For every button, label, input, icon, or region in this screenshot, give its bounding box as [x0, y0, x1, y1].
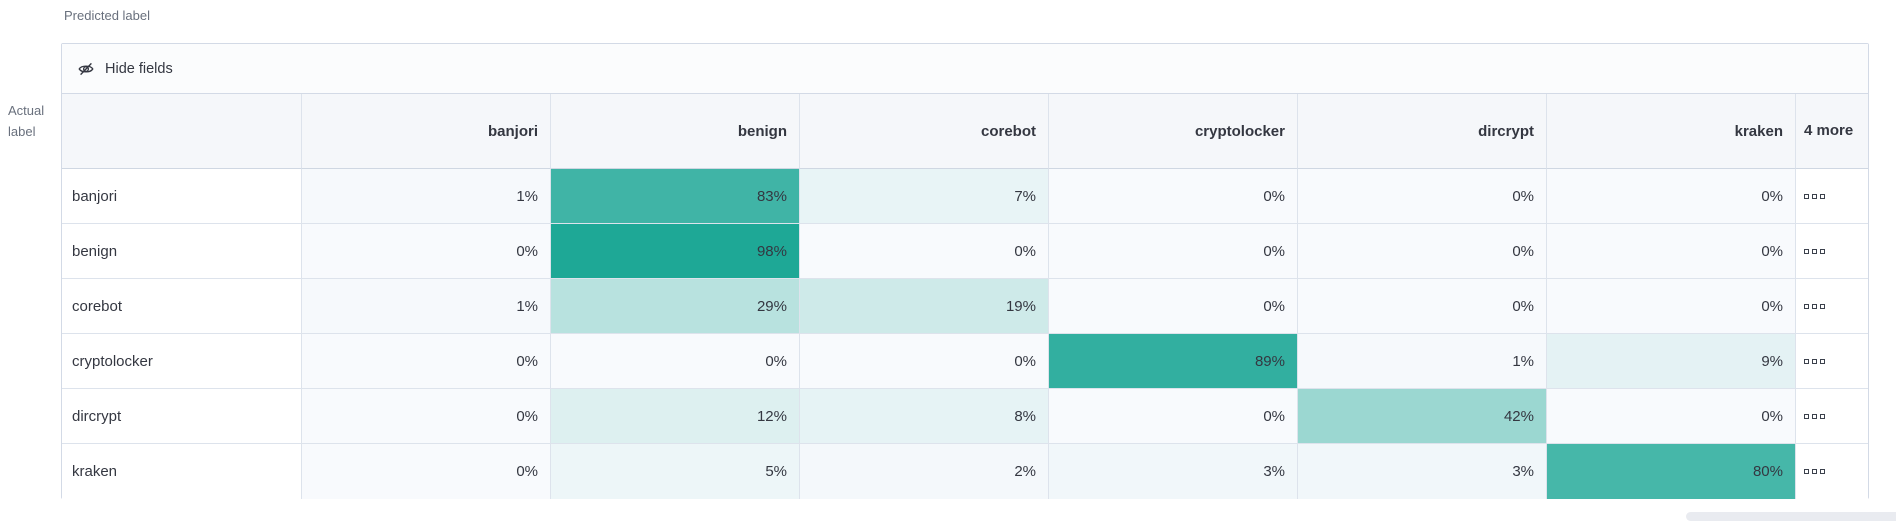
more-actions-button[interactable]	[1796, 279, 1868, 334]
matrix-cell-benign-dircrypt[interactable]: 0%	[1298, 224, 1547, 279]
more-actions-button[interactable]	[1796, 444, 1868, 499]
matrix-cell-cryptolocker-benign[interactable]: 0%	[551, 334, 800, 389]
matrix-cell-kraken-banjori[interactable]: 0%	[302, 444, 551, 499]
matrix-cell-banjori-dircrypt[interactable]: 0%	[1298, 169, 1547, 224]
matrix-cell-corebot-corebot[interactable]: 19%	[800, 279, 1049, 334]
matrix-cell-dircrypt-banjori[interactable]: 0%	[302, 389, 551, 444]
more-columns-header[interactable]: 4 more	[1796, 94, 1868, 169]
boxes-horizontal-icon	[1804, 248, 1825, 254]
horizontal-scrollbar-thumb[interactable]	[1686, 512, 1896, 521]
more-actions-button[interactable]	[1796, 389, 1868, 444]
grid-toolbar: Hide fields	[62, 44, 1868, 94]
matrix-cell-dircrypt-cryptolocker[interactable]: 0%	[1049, 389, 1298, 444]
matrix-cell-dircrypt-dircrypt[interactable]: 42%	[1298, 389, 1547, 444]
matrix-cell-benign-benign[interactable]: 98%	[551, 224, 800, 279]
boxes-horizontal-icon	[1804, 413, 1825, 419]
row-label-corebot[interactable]: corebot	[62, 279, 302, 334]
predicted-label-axis-title: Predicted label	[64, 8, 150, 23]
hide-fields-button[interactable]: Hide fields	[77, 60, 173, 78]
matrix-cell-corebot-kraken[interactable]: 0%	[1547, 279, 1796, 334]
matrix-row-kraken: kraken 0% 5% 2% 3% 3% 80%	[62, 444, 1868, 499]
row-label-kraken[interactable]: kraken	[62, 444, 302, 499]
confusion-matrix-grid: Hide fields banjori benign corebot cryptolo…	[61, 43, 1869, 499]
matrix-cell-kraken-cryptolocker[interactable]: 3%	[1049, 444, 1298, 499]
matrix-row-banjori: banjori 1% 83% 7% 0% 0% 0%	[62, 169, 1868, 224]
matrix-cell-banjori-corebot[interactable]: 7%	[800, 169, 1049, 224]
matrix-cell-benign-kraken[interactable]: 0%	[1547, 224, 1796, 279]
matrix-cell-banjori-cryptolocker[interactable]: 0%	[1049, 169, 1298, 224]
boxes-horizontal-icon	[1804, 358, 1825, 364]
matrix-cell-corebot-banjori[interactable]: 1%	[302, 279, 551, 334]
column-header-corebot[interactable]: corebot	[800, 94, 1049, 169]
matrix-cell-corebot-dircrypt[interactable]: 0%	[1298, 279, 1547, 334]
matrix-row-dircrypt: dircrypt 0% 12% 8% 0% 42% 0%	[62, 389, 1868, 444]
matrix-cell-benign-corebot[interactable]: 0%	[800, 224, 1049, 279]
matrix-cell-banjori-kraken[interactable]: 0%	[1547, 169, 1796, 224]
matrix-cell-kraken-benign[interactable]: 5%	[551, 444, 800, 499]
boxes-horizontal-icon	[1804, 193, 1825, 199]
matrix-cell-benign-cryptolocker[interactable]: 0%	[1049, 224, 1298, 279]
matrix-cell-cryptolocker-banjori[interactable]: 0%	[302, 334, 551, 389]
matrix-cell-dircrypt-corebot[interactable]: 8%	[800, 389, 1049, 444]
matrix-cell-banjori-banjori[interactable]: 1%	[302, 169, 551, 224]
row-label-benign[interactable]: benign	[62, 224, 302, 279]
more-actions-button[interactable]	[1796, 224, 1868, 279]
matrix-cell-kraken-dircrypt[interactable]: 3%	[1298, 444, 1547, 499]
column-header-dircrypt[interactable]: dircrypt	[1298, 94, 1547, 169]
grid-header-row: banjori benign corebot cryptolocker dircrypt…	[62, 94, 1868, 169]
matrix-cell-cryptolocker-cryptolocker[interactable]: 89%	[1049, 334, 1298, 389]
matrix-row-benign: benign 0% 98% 0% 0% 0% 0%	[62, 224, 1868, 279]
matrix-row-corebot: corebot 1% 29% 19% 0% 0% 0%	[62, 279, 1868, 334]
hide-fields-label: Hide fields	[105, 60, 173, 77]
eye-closed-icon	[77, 60, 95, 78]
more-actions-button[interactable]	[1796, 334, 1868, 389]
matrix-cell-kraken-kraken[interactable]: 80%	[1547, 444, 1796, 499]
column-header-kraken[interactable]: kraken	[1547, 94, 1796, 169]
matrix-cell-banjori-benign[interactable]: 83%	[551, 169, 800, 224]
matrix-cell-kraken-corebot[interactable]: 2%	[800, 444, 1049, 499]
column-header-cryptolocker[interactable]: cryptolocker	[1049, 94, 1298, 169]
matrix-cell-corebot-benign[interactable]: 29%	[551, 279, 800, 334]
row-label-dircrypt[interactable]: dircrypt	[62, 389, 302, 444]
matrix-cell-dircrypt-kraken[interactable]: 0%	[1547, 389, 1796, 444]
row-label-banjori[interactable]: banjori	[62, 169, 302, 224]
matrix-cell-benign-banjori[interactable]: 0%	[302, 224, 551, 279]
matrix-cell-cryptolocker-kraken[interactable]: 9%	[1547, 334, 1796, 389]
boxes-horizontal-icon	[1804, 303, 1825, 309]
row-label-cryptolocker[interactable]: cryptolocker	[62, 334, 302, 389]
matrix-cell-cryptolocker-corebot[interactable]: 0%	[800, 334, 1049, 389]
column-header-benign[interactable]: benign	[551, 94, 800, 169]
grid-body: banjori 1% 83% 7% 0% 0% 0% benign 0% 98% 0% 0% 0% 0% c…	[62, 169, 1868, 499]
header-corner-cell	[62, 94, 302, 169]
matrix-row-cryptolocker: cryptolocker 0% 0% 0% 89% 1% 9%	[62, 334, 1868, 389]
boxes-horizontal-icon	[1804, 469, 1825, 474]
matrix-cell-corebot-cryptolocker[interactable]: 0%	[1049, 279, 1298, 334]
more-actions-button[interactable]	[1796, 169, 1868, 224]
matrix-cell-dircrypt-benign[interactable]: 12%	[551, 389, 800, 444]
column-header-banjori[interactable]: banjori	[302, 94, 551, 169]
matrix-cell-cryptolocker-dircrypt[interactable]: 1%	[1298, 334, 1547, 389]
actual-label-axis-title: Actual label	[8, 103, 45, 139]
